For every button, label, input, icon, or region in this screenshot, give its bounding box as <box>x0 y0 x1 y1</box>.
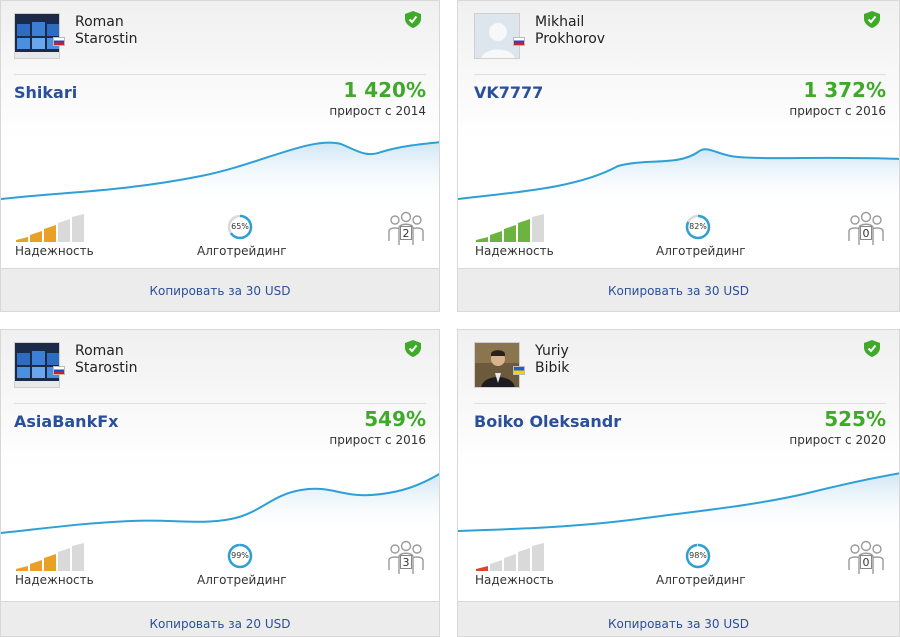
signal-name-link[interactable]: Boiko Oleksandr <box>474 412 622 431</box>
country-flag-icon <box>513 366 525 375</box>
algotrading-gauge <box>685 214 711 240</box>
growth-value: 1 372% <box>803 78 886 102</box>
reliability-label: Надежность <box>475 573 554 587</box>
growth-since: прирост с 2014 <box>329 104 426 118</box>
signal-name-link[interactable]: Shikari <box>14 83 78 102</box>
card-footer: Копировать за 30 USD <box>1 268 439 311</box>
trader-last-name: Bibik <box>535 360 570 376</box>
signal-name-link[interactable]: AsiaBankFx <box>14 412 119 431</box>
avatar[interactable] <box>474 13 520 59</box>
reliability-label: Надежность <box>475 244 554 258</box>
algotrading-gauge <box>685 543 711 569</box>
trader-last-name: Starostin <box>75 360 138 376</box>
trader-last-name: Starostin <box>75 31 138 47</box>
subscribers-count: 3 <box>400 555 412 569</box>
default-avatar-icon <box>475 14 519 58</box>
algotrading-label: Алготрейдинг <box>656 244 746 258</box>
growth-since: прирост с 2020 <box>789 433 886 447</box>
trader-first-name: Roman <box>75 343 124 359</box>
signal-name-link[interactable]: VK7777 <box>474 83 544 102</box>
growth-value: 525% <box>824 407 886 431</box>
algotrading-label: Алготрейдинг <box>197 573 287 587</box>
algotrading-value: 99% <box>231 551 249 560</box>
verified-shield-icon <box>405 340 421 357</box>
trader-first-name: Roman <box>75 14 124 30</box>
card-footer: Копировать за 30 USD <box>458 268 899 311</box>
algotrading-value: 65% <box>231 222 249 231</box>
algotrading-gauge <box>227 214 253 240</box>
trader-name[interactable]: Roman Starostin <box>75 343 138 377</box>
growth-value: 549% <box>364 407 426 431</box>
verified-shield-icon <box>864 340 880 357</box>
growth-chart <box>1 141 439 206</box>
reliability-label: Надежность <box>15 573 94 587</box>
algotrading-gauge <box>227 543 253 569</box>
person-avatar-icon <box>475 343 519 387</box>
growth-chart <box>1 472 439 535</box>
subscribers-count: 2 <box>400 226 412 240</box>
growth-since: прирост с 2016 <box>329 433 426 447</box>
reliability-bars <box>16 543 84 571</box>
algotrading-label: Алготрейдинг <box>656 573 746 587</box>
growth-value: 1 420% <box>343 78 426 102</box>
monitors-avatar-icon <box>15 343 59 387</box>
copy-button[interactable]: Копировать за 30 USD <box>607 617 750 631</box>
subscribers-count: 0 <box>860 555 872 569</box>
trader-name[interactable]: Yuriy Bibik <box>535 343 569 377</box>
reliability-label: Надежность <box>15 244 94 258</box>
copy-button[interactable]: Копировать за 20 USD <box>149 617 291 631</box>
copy-button[interactable]: Копировать за 30 USD <box>149 284 291 298</box>
divider <box>14 403 426 404</box>
avatar[interactable] <box>14 13 60 59</box>
subscribers-count: 0 <box>860 226 872 240</box>
card-footer: Копировать за 30 USD <box>458 601 899 636</box>
trader-first-name: Mikhail <box>535 14 585 30</box>
signal-card-2[interactable]: Mikhail Prokhorov VK7777 1 372% прирост … <box>457 0 900 312</box>
country-flag-icon <box>513 37 525 46</box>
growth-chart <box>458 148 899 206</box>
copy-button[interactable]: Копировать за 30 USD <box>607 284 750 298</box>
trader-name[interactable]: Roman Starostin <box>75 14 138 48</box>
signal-card-1[interactable]: Roman Starostin Shikari 1 420% прирост с… <box>0 0 440 312</box>
avatar[interactable] <box>474 342 520 388</box>
signal-card-4[interactable]: Yuriy Bibik Boiko Oleksandr 525% прирост… <box>457 329 900 637</box>
divider <box>14 74 426 75</box>
divider <box>474 74 886 75</box>
trader-first-name: Yuriy <box>535 343 569 359</box>
algotrading-value: 82% <box>689 222 707 231</box>
algotrading-label: Алготрейдинг <box>197 244 287 258</box>
card-footer: Копировать за 20 USD <box>1 601 439 636</box>
trader-last-name: Prokhorov <box>535 31 606 47</box>
trader-name[interactable]: Mikhail Prokhorov <box>535 14 605 48</box>
reliability-bars <box>476 543 544 571</box>
signal-card-3[interactable]: Roman Starostin AsiaBankFx 549% прирост … <box>0 329 440 637</box>
growth-chart <box>458 472 899 535</box>
reliability-bars <box>476 214 544 242</box>
divider <box>474 403 886 404</box>
algotrading-value: 98% <box>689 551 707 560</box>
reliability-bars <box>16 214 84 242</box>
country-flag-icon <box>53 37 65 46</box>
country-flag-icon <box>53 366 65 375</box>
avatar[interactable] <box>14 342 60 388</box>
verified-shield-icon <box>864 11 880 28</box>
verified-shield-icon <box>405 11 421 28</box>
growth-since: прирост с 2016 <box>789 104 886 118</box>
